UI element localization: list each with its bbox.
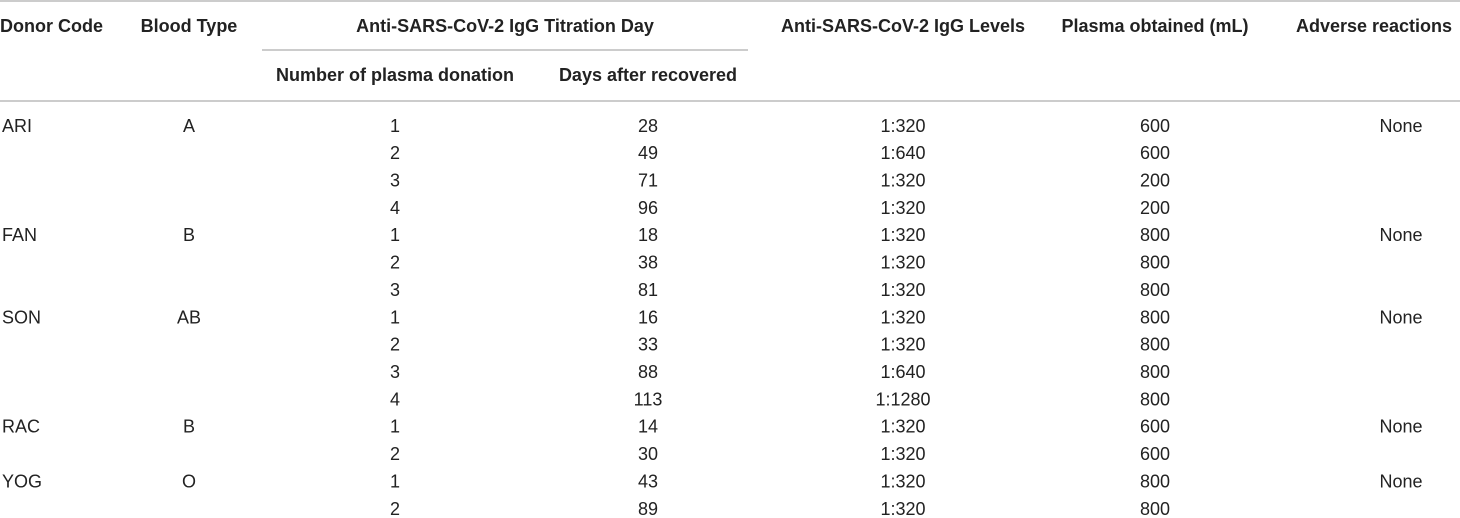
header-cell: Anti-SARS-CoV-2 IgG Levels <box>781 16 1025 36</box>
igg-level: 1:320 <box>880 471 925 491</box>
igg-level: 1:320 <box>880 225 925 245</box>
donation-number: 2 <box>390 143 400 163</box>
adverse-reactions: None <box>1379 471 1422 491</box>
plasma-obtained: 800 <box>1140 307 1170 327</box>
days-after-recovered: 96 <box>638 198 658 218</box>
donation-number: 4 <box>390 389 400 409</box>
igg-level: 1:320 <box>880 444 925 464</box>
blood-type: B <box>183 225 195 245</box>
plasma-obtained: 800 <box>1140 225 1170 245</box>
days-after-recovered: 89 <box>638 499 658 518</box>
igg-level: 1:640 <box>880 143 925 163</box>
donation-number: 3 <box>390 170 400 190</box>
header-cell: Plasma obtained (mL) <box>1061 16 1248 36</box>
plasma-obtained: 600 <box>1140 444 1170 464</box>
days-after-recovered: 71 <box>638 170 658 190</box>
plasma-obtained: 800 <box>1140 389 1170 409</box>
igg-level: 1:320 <box>880 417 925 437</box>
igg-level: 1:640 <box>880 362 925 382</box>
donation-number: 2 <box>390 253 400 273</box>
igg-level: 1:1280 <box>875 389 930 409</box>
plasma-obtained: 800 <box>1140 253 1170 273</box>
igg-level: 1:320 <box>880 170 925 190</box>
igg-level: 1:320 <box>880 116 925 136</box>
donation-number: 3 <box>390 280 400 300</box>
blood-type: O <box>182 471 196 491</box>
adverse-reactions: None <box>1379 417 1422 437</box>
plasma-obtained: 600 <box>1140 417 1170 437</box>
blood-type: A <box>183 116 195 136</box>
days-after-recovered: 28 <box>638 116 658 136</box>
donation-number: 2 <box>390 499 400 518</box>
days-after-recovered: 49 <box>638 143 658 163</box>
donation-number: 4 <box>390 198 400 218</box>
header-cell: Donor Code <box>0 16 103 36</box>
donation-number: 1 <box>390 307 400 327</box>
donation-number: 1 <box>390 471 400 491</box>
days-after-recovered: 16 <box>638 307 658 327</box>
days-after-recovered: 30 <box>638 444 658 464</box>
plasma-obtained: 800 <box>1140 335 1170 355</box>
igg-level: 1:320 <box>880 335 925 355</box>
plasma-obtained: 800 <box>1140 471 1170 491</box>
igg-level: 1:320 <box>880 198 925 218</box>
header-cell: Blood Type <box>141 16 238 36</box>
igg-level: 1:320 <box>880 253 925 273</box>
donation-number: 3 <box>390 362 400 382</box>
donation-number: 1 <box>390 225 400 245</box>
igg-level: 1:320 <box>880 280 925 300</box>
plasma-obtained: 200 <box>1140 170 1170 190</box>
igg-level: 1:320 <box>880 307 925 327</box>
donor-code: YOG <box>2 471 42 491</box>
donor-code: SON <box>2 307 41 327</box>
days-after-recovered: 81 <box>638 280 658 300</box>
header-cell: Adverse reactions <box>1296 16 1452 36</box>
donor-code: ARI <box>2 116 32 136</box>
plasma-obtained: 600 <box>1140 143 1170 163</box>
plasma-obtained: 600 <box>1140 116 1170 136</box>
adverse-reactions: None <box>1379 307 1422 327</box>
plasma-obtained: 800 <box>1140 362 1170 382</box>
days-after-recovered: 88 <box>638 362 658 382</box>
plasma-obtained: 800 <box>1140 499 1170 518</box>
igg-level: 1:320 <box>880 499 925 518</box>
donation-number: 1 <box>390 417 400 437</box>
days-after-recovered: 18 <box>638 225 658 245</box>
blood-type: B <box>183 417 195 437</box>
adverse-reactions: None <box>1379 116 1422 136</box>
plasma-obtained: 800 <box>1140 280 1170 300</box>
donor-code: FAN <box>2 225 37 245</box>
header-cell: Anti-SARS-CoV-2 IgG Titration Day <box>356 16 654 36</box>
plasma-obtained: 200 <box>1140 198 1170 218</box>
donor-code: RAC <box>2 417 40 437</box>
days-after-recovered: 43 <box>638 471 658 491</box>
days-after-recovered: 14 <box>638 417 658 437</box>
blood-type: AB <box>177 307 201 327</box>
donation-number: 1 <box>390 116 400 136</box>
header-cell: Number of plasma donation <box>276 65 514 85</box>
adverse-reactions: None <box>1379 225 1422 245</box>
days-after-recovered: 33 <box>638 335 658 355</box>
donation-number: 2 <box>390 444 400 464</box>
header-cell: Days after recovered <box>559 65 737 85</box>
days-after-recovered: 113 <box>634 389 663 409</box>
donation-number: 2 <box>390 335 400 355</box>
days-after-recovered: 38 <box>638 253 658 273</box>
